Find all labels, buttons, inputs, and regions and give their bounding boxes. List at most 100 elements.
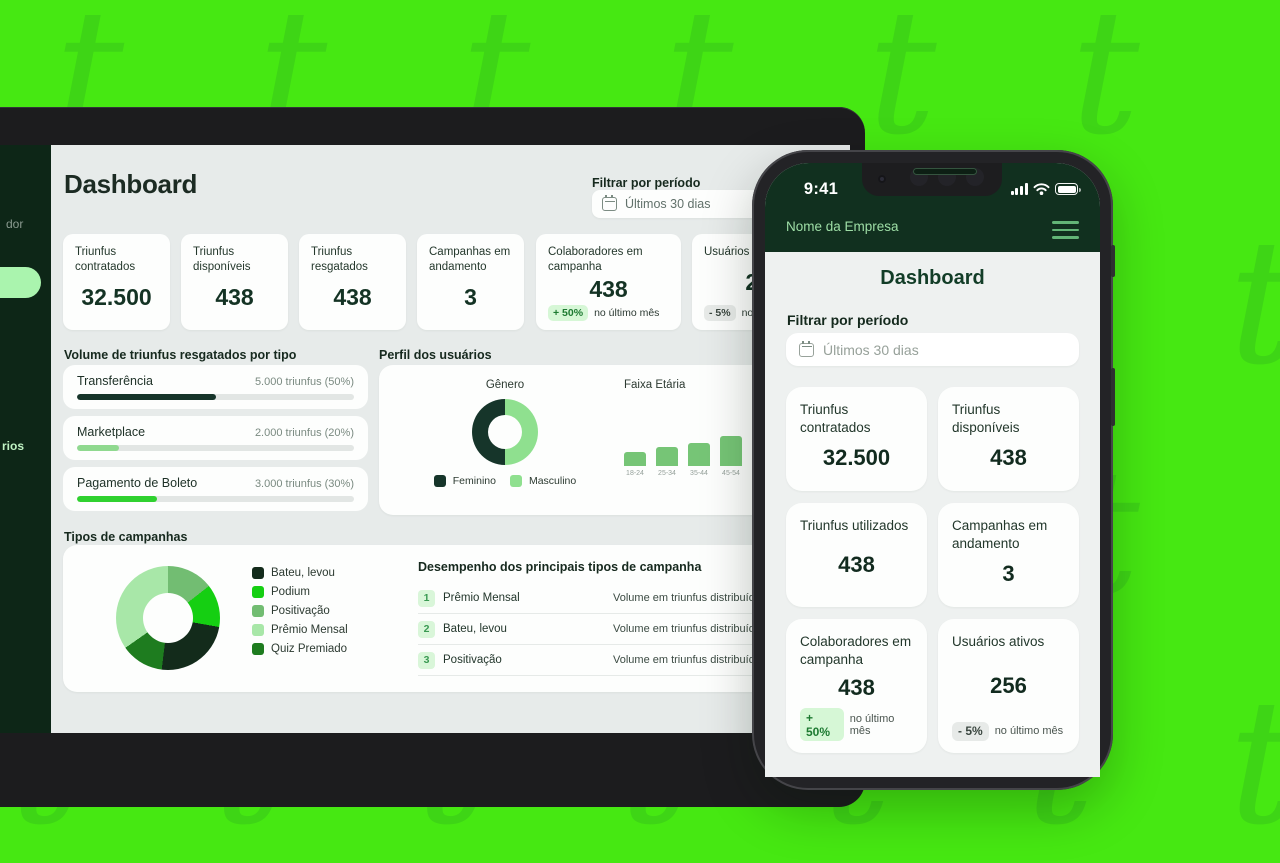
- rank-badge: 1: [418, 589, 435, 607]
- status-icons: [1010, 183, 1081, 195]
- gender-donut-chart: [472, 399, 538, 465]
- speaker-slot: [913, 168, 977, 175]
- phone-screen: 9:41 Nome da Empresa: [765, 163, 1100, 777]
- phone-page-title: Dashboard: [880, 267, 985, 289]
- sidebar-item-partial[interactable]: rios: [2, 439, 25, 453]
- bar-25-34: 25-34: [656, 401, 678, 477]
- stat-label: Triunfus disponíveis: [193, 246, 251, 273]
- legend-label: Masculino: [528, 475, 577, 487]
- stat-value: 438: [333, 284, 372, 311]
- phone-mockup: 9:41 Nome da Empresa: [752, 150, 1115, 790]
- progress-track: [77, 496, 354, 502]
- campaigns-legend: Bateu, levou Podium Positivação Prêmio M…: [252, 567, 348, 655]
- stat-label: Triunfus contratados: [75, 246, 136, 273]
- volume-value: 2.000 triunfus (20%): [254, 427, 354, 439]
- phone-card-grid: Triunfus contratados 32.500 Triunfus dis…: [786, 387, 1079, 753]
- phone-header: 9:41 Nome da Empresa: [765, 163, 1100, 252]
- volume-label: Pagamento de Boleto: [77, 476, 198, 490]
- progress-fill: [77, 394, 216, 400]
- phone-filter-label: Filtrar por período: [787, 312, 909, 328]
- calendar-icon: [799, 340, 814, 357]
- card-triunfus-utilizados: Triunfus utilizados 438: [786, 503, 927, 607]
- stat-value: 438: [589, 276, 628, 303]
- camera-lens-icon: [878, 175, 886, 183]
- trend-badge: - 5%: [704, 305, 736, 321]
- hamburger-menu-icon[interactable]: [1052, 221, 1079, 244]
- progress-track: [77, 394, 354, 400]
- performance-row: 3 Positivação Volume em triunfus distrib…: [418, 645, 818, 676]
- status-time: 9:41: [803, 180, 839, 198]
- volume-row-boleto: Pagamento de Boleto 3.000 triunfus (30%): [63, 467, 368, 511]
- rank-badge: 2: [418, 620, 435, 638]
- card-triunfus-disponiveis: Triunfus disponíveis 438: [938, 387, 1079, 491]
- stat-value: 3: [464, 284, 477, 311]
- calendar-icon: [602, 195, 617, 211]
- legend-swatch: [252, 624, 264, 636]
- performance-title: Desempenho dos principais tipos de campa…: [418, 560, 702, 574]
- card-colaboradores: Colaboradores em campanha 438 + 50% no ú…: [786, 619, 927, 753]
- legend-swatch: [252, 643, 264, 655]
- legend-label: Feminino: [452, 475, 496, 487]
- volume-value: 3.000 triunfus (30%): [254, 478, 354, 490]
- rank-badge: 3: [418, 651, 435, 669]
- signal-bars-icon: [1010, 183, 1028, 195]
- wifi-icon: [1033, 183, 1050, 195]
- performance-list: 1 Prêmio Mensal Volume em triunfus distr…: [418, 583, 818, 676]
- gender-legend: Feminino Masculino: [419, 475, 591, 487]
- filter-period-label: Filtrar por período: [592, 176, 701, 190]
- stat-card-triunfus-contratados: Triunfus contratados 32.500: [63, 234, 170, 330]
- legend-swatch-masculino: [509, 475, 522, 487]
- phone-filter-value: Últimos 30 dias: [823, 341, 919, 358]
- card-usuarios-ativos: Usuários ativos 256 - 5% no último mês: [938, 619, 1079, 753]
- campaigns-donut-chart: [116, 566, 220, 670]
- legend-swatch: [252, 605, 264, 617]
- page-title: Dashboard: [64, 169, 198, 199]
- tablet-screen: dor rios Dashboard Filtrar por período Ú…: [0, 145, 850, 733]
- volume-label: Transferência: [77, 374, 153, 388]
- stat-label: Triunfus resgatados: [311, 246, 368, 273]
- stat-value: 438: [215, 284, 254, 311]
- volume-label: Marketplace: [77, 425, 146, 439]
- sidebar-item-partial[interactable]: dor: [6, 217, 24, 231]
- sidebar: dor rios: [0, 145, 51, 733]
- legend-swatch: [252, 586, 264, 598]
- gender-chart-title: Gênero: [485, 379, 525, 391]
- progress-fill: [77, 445, 119, 451]
- trend-note: no último mês: [849, 712, 895, 737]
- trend-note: no último mês: [594, 307, 660, 319]
- dashboard-main: Dashboard Filtrar por período Últimos 30…: [51, 145, 850, 733]
- trend-badge: + 50%: [800, 708, 844, 741]
- campaigns-section-title: Tipos de campanhas: [64, 530, 188, 544]
- bar-35-44: 35-44: [688, 401, 710, 477]
- tablet-mockup: dor rios Dashboard Filtrar por período Ú…: [0, 107, 865, 807]
- filter-period-value: Últimos 30 dias: [625, 197, 711, 211]
- stat-card-colaboradores: Colaboradores em campanha 438 + 50% no ú…: [536, 234, 681, 330]
- performance-row: 1 Prêmio Mensal Volume em triunfus distr…: [418, 583, 818, 614]
- trend-badge: + 50%: [548, 305, 589, 321]
- legend-swatch: [252, 567, 264, 579]
- stat-value: 32.500: [81, 284, 152, 311]
- battery-icon: [1055, 183, 1081, 195]
- stat-card-triunfus-resgatados: Triunfus resgatados 438: [299, 234, 406, 330]
- trend-badge: - 5%: [952, 721, 989, 741]
- volume-row-transferencia: Transferência 5.000 triunfus (50%): [63, 365, 368, 409]
- progress-fill: [77, 496, 158, 502]
- stat-label: Colaboradores em campanha: [548, 246, 643, 273]
- profile-section-title: Perfil dos usuários: [379, 348, 492, 362]
- stat-card-campanhas-andamento: Campanhas em andamento 3: [417, 234, 524, 330]
- phone-filter-select[interactable]: Últimos 30 dias: [786, 333, 1079, 366]
- sidebar-item-active[interactable]: [0, 267, 41, 298]
- stat-label: Campanhas em andamento: [429, 246, 511, 273]
- phone-side-button: [1111, 245, 1115, 277]
- volume-value: 5.000 triunfus (50%): [254, 376, 354, 388]
- volume-row-marketplace: Marketplace 2.000 triunfus (20%): [63, 416, 368, 460]
- performance-row: 2 Bateu, levou Volume em triunfus distri…: [418, 614, 818, 645]
- stat-card-triunfus-disponiveis: Triunfus disponíveis 438: [181, 234, 288, 330]
- card-triunfus-contratados: Triunfus contratados 32.500: [786, 387, 927, 491]
- campaigns-panel: Bateu, levou Podium Positivação Prêmio M…: [63, 545, 834, 692]
- volume-section-title: Volume de triunfus resgatados por tipo: [64, 348, 297, 362]
- phone-power-button: [1111, 368, 1115, 426]
- progress-track: [77, 445, 354, 451]
- legend-swatch-feminino: [433, 475, 446, 487]
- age-chart-title: Faixa Etária: [624, 379, 686, 391]
